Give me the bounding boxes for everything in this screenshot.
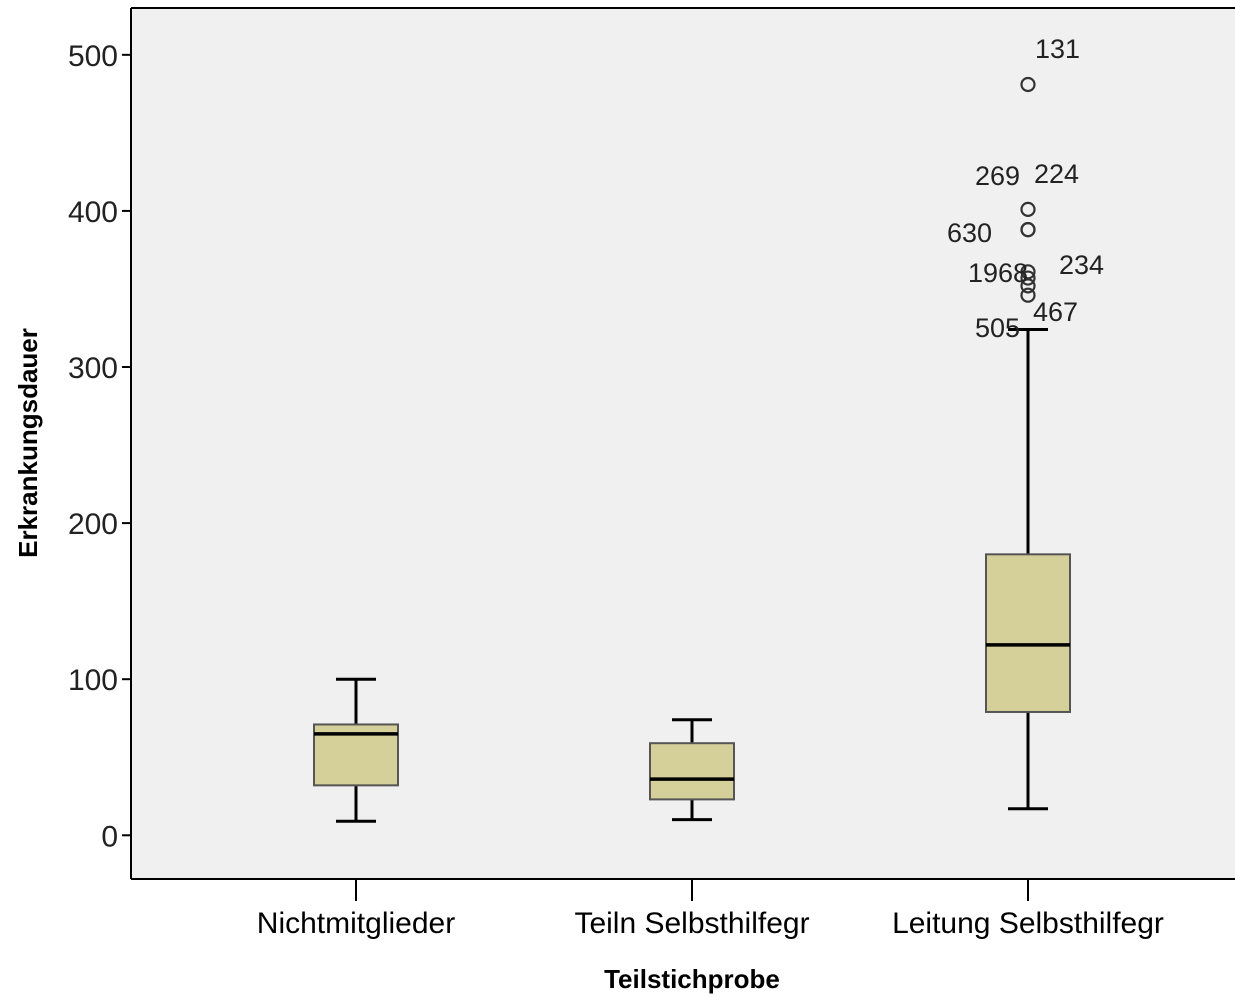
outlier-point bbox=[1020, 270, 1036, 286]
y-tick-label: 400 bbox=[68, 196, 118, 229]
outlier-point bbox=[1020, 76, 1036, 93]
x-axis-title: Teilstichprobe bbox=[604, 964, 780, 994]
outlier-point bbox=[1020, 201, 1036, 217]
outlier-label: 234 bbox=[1059, 250, 1104, 280]
y-tick-label: 500 bbox=[68, 40, 118, 73]
x-tick-label: Nichtmitglieder bbox=[257, 907, 455, 940]
y-tick-label: 0 bbox=[101, 820, 118, 853]
outlier-label: 467 bbox=[1033, 297, 1078, 327]
outlier-label: 224 bbox=[1034, 159, 1079, 189]
outlier-label: 269 bbox=[975, 161, 1020, 191]
outlier-label: 630 bbox=[947, 218, 992, 248]
x-tick-label: Leitung Selbsthilfegr bbox=[892, 907, 1164, 940]
iqr-box bbox=[985, 553, 1071, 713]
outlier-point bbox=[1020, 222, 1036, 238]
x-tick-label: Teiln Selbsthilfegr bbox=[574, 907, 809, 940]
outlier-label: 196 bbox=[968, 258, 1013, 288]
outlier-point bbox=[1020, 287, 1036, 303]
y-tick-label: 100 bbox=[68, 664, 118, 697]
y-axis-title: Erkrankungsdauer bbox=[13, 328, 43, 558]
outlier-label: 505 bbox=[975, 313, 1020, 343]
iqr-box bbox=[649, 742, 735, 801]
y-tick-label: 300 bbox=[68, 352, 118, 385]
box-group bbox=[313, 677, 399, 823]
box-group bbox=[649, 718, 735, 822]
outlier-point bbox=[1020, 278, 1036, 294]
outlier-label: 131 bbox=[1035, 34, 1080, 64]
y-tick-label: 200 bbox=[68, 508, 118, 541]
outlier-label: 8 bbox=[1013, 258, 1028, 288]
